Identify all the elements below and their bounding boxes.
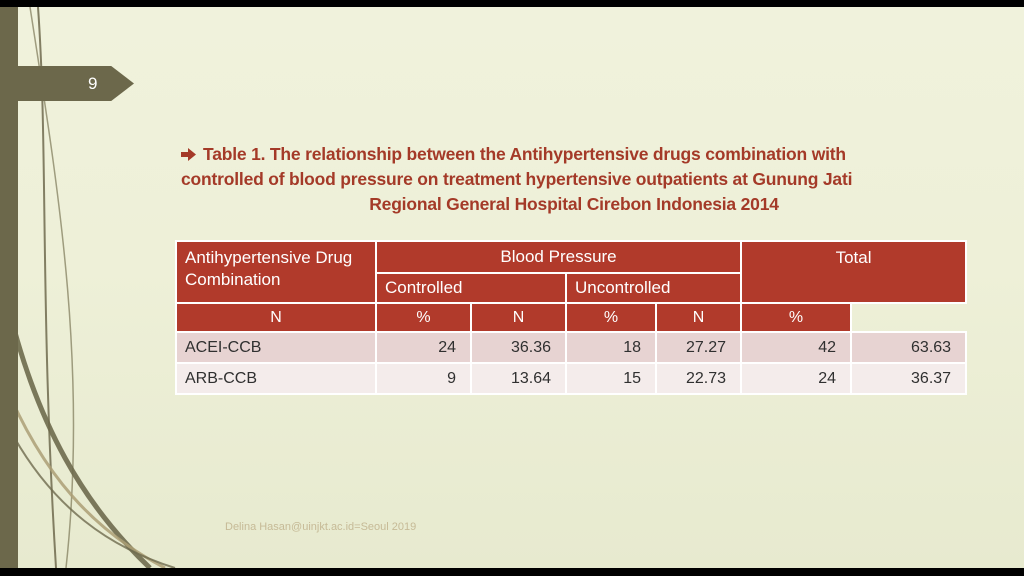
cell-value: 15 — [565, 362, 657, 395]
row-label: ACEI-CCB — [175, 331, 377, 364]
cell-value: 22.73 — [654, 362, 743, 395]
title-line-2: controlled of blood pressure on treatmen… — [181, 169, 853, 189]
title-line-1: Table 1. The relationship between the An… — [203, 144, 846, 164]
slide-number-badge: 9 — [0, 66, 134, 101]
group-header-blood-pressure: Blood Pressure — [374, 240, 743, 274]
cell-value: 18 — [565, 331, 657, 364]
table-row: ARB-CCB 9 13.64 15 22.73 24 36.37 — [175, 362, 968, 395]
metric-header-pct: % — [565, 302, 657, 333]
cell-value: 9 — [375, 362, 472, 395]
slide-title: Table 1. The relationship between the An… — [181, 142, 967, 217]
slide-background: 9 Table 1. The relationship between the … — [0, 7, 1024, 568]
arrow-bullet-icon — [181, 143, 196, 168]
table-row: ACEI-CCB 24 36.36 18 27.27 42 63.63 — [175, 331, 968, 364]
sub-header-controlled: Controlled — [375, 272, 567, 304]
metric-header-n: N — [470, 302, 567, 333]
cell-value: 24 — [375, 331, 472, 364]
col-header-drug-combination: Antihypertensive Drug Combination — [175, 240, 377, 304]
cell-value: 27.27 — [654, 331, 743, 364]
cell-value: 36.36 — [470, 331, 567, 364]
cell-value: 24 — [740, 362, 853, 395]
metric-header-pct: % — [740, 302, 853, 333]
metric-header-n: N — [654, 302, 743, 333]
group-header-total: Total — [740, 240, 968, 304]
row-label: ARB-CCB — [175, 362, 377, 395]
cell-value: 13.64 — [470, 362, 567, 395]
left-accent-bar — [0, 7, 18, 568]
cell-value: 42 — [740, 331, 853, 364]
slide-number: 9 — [88, 73, 98, 93]
title-line-3: Regional General Hospital Cirebon Indone… — [369, 194, 779, 214]
cell-value: 36.37 — [850, 362, 968, 395]
cell-value: 63.63 — [850, 331, 968, 364]
metric-header-pct: % — [375, 302, 472, 333]
metric-header-n: N — [175, 302, 377, 333]
footer-credit: Delina Hasan@uinjkt.ac.id=Seoul 2019 — [225, 521, 417, 533]
sub-header-uncontrolled: Uncontrolled — [564, 272, 743, 304]
results-table: Antihypertensive Drug Combination Blood … — [175, 240, 968, 395]
